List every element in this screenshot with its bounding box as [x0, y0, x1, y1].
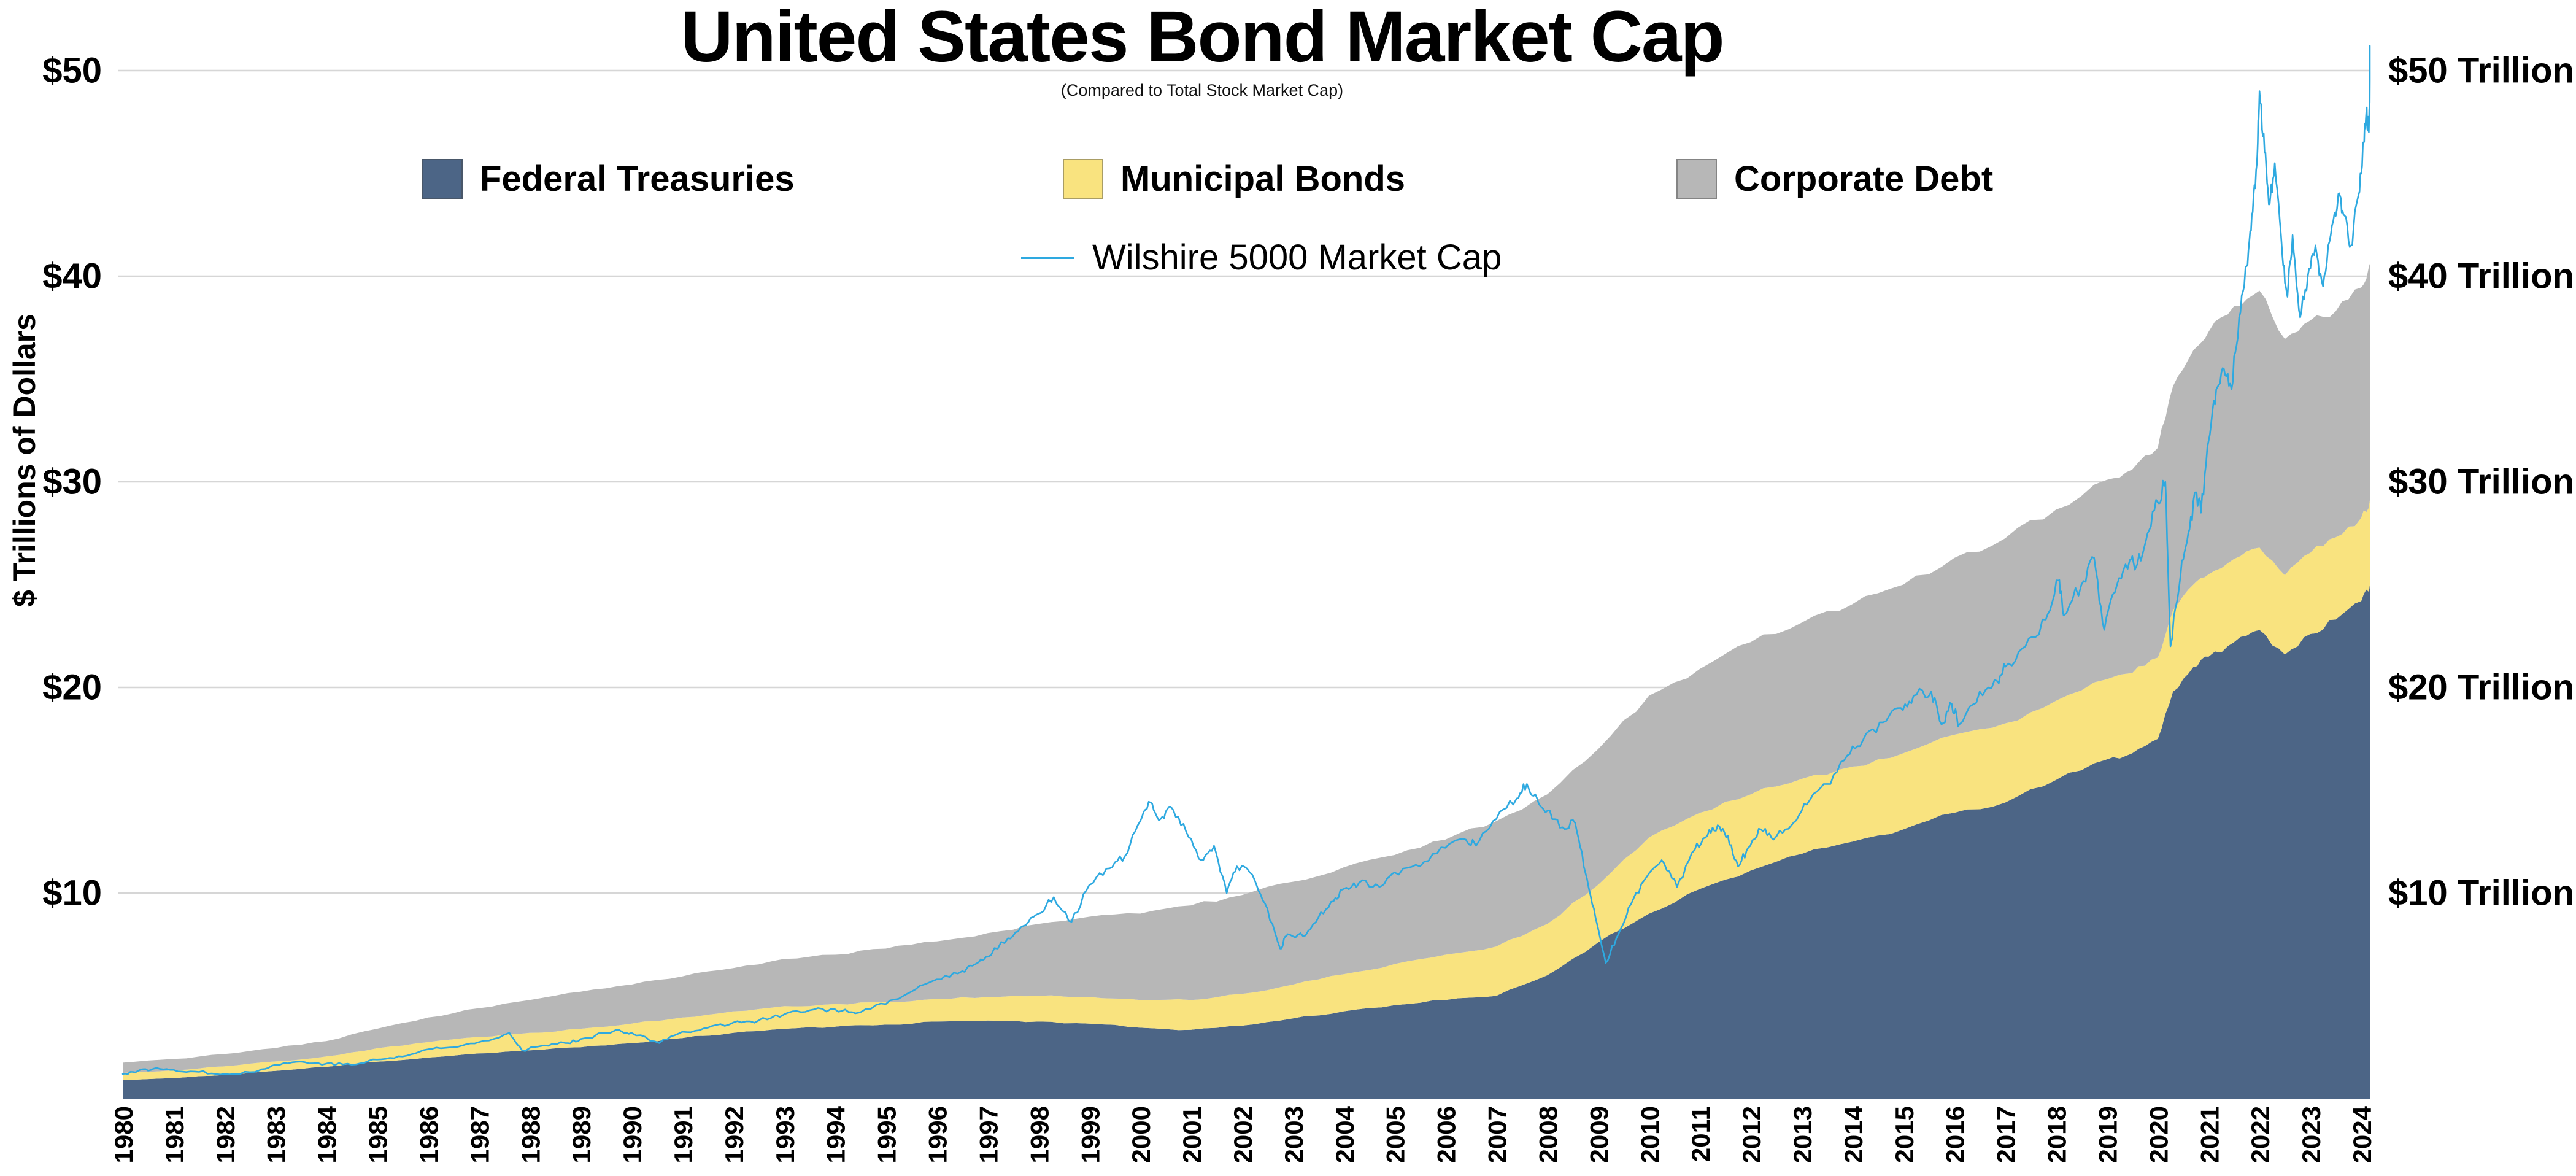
x-tick-year: 1980 — [109, 1106, 138, 1163]
legend-label-federal-treasuries: Federal Treasuries — [480, 159, 795, 199]
x-tick-year: 2002 — [1228, 1106, 1257, 1163]
x-tick-year: 2007 — [1483, 1106, 1512, 1163]
x-tick-year: 2006 — [1432, 1106, 1461, 1163]
x-tick-year: 2013 — [1788, 1106, 1817, 1163]
x-tick-year: 1992 — [720, 1106, 749, 1163]
y-tick-labels: $10 $10 Trillion $20 $20 Trillion $30 $30 Tri… — [42, 51, 2574, 913]
y-tick-left: $40 — [42, 257, 102, 296]
x-tick-year: 2020 — [2144, 1106, 2173, 1163]
y-tick-right: $50 Trillion — [2388, 51, 2574, 91]
x-tick-year: 1981 — [160, 1106, 189, 1163]
x-tick-year: 2001 — [1178, 1106, 1206, 1163]
legend-item-wilshire-5000: Wilshire 5000 Market Cap — [1021, 237, 1502, 278]
x-tick-year: 1993 — [771, 1106, 800, 1163]
y-tick-right: $30 Trillion — [2388, 462, 2574, 502]
legend-item-municipal-bonds: Municipal Bonds — [1063, 158, 1405, 199]
y-axis-label: $ Trillions of Dollars — [7, 314, 42, 607]
x-tick-year: 2024 — [2348, 1105, 2377, 1163]
x-tick-year: 1982 — [211, 1106, 240, 1163]
y-tick-right: $40 Trillion — [2388, 257, 2574, 296]
x-tick-year: 1999 — [1076, 1106, 1105, 1163]
legend-item-federal-treasuries: Federal Treasuries — [422, 158, 795, 199]
y-tick-left: $20 — [42, 668, 102, 708]
x-tick-year: 1983 — [262, 1106, 291, 1163]
x-tick-year: 1986 — [414, 1106, 443, 1163]
x-tick-year: 1991 — [669, 1106, 698, 1163]
wilshire-line-swatch-icon — [1021, 256, 1074, 259]
legend-label-municipal-bonds: Municipal Bonds — [1120, 159, 1405, 199]
legend-label-wilshire-5000: Wilshire 5000 Market Cap — [1092, 238, 1502, 277]
area-federal-treasuries — [123, 584, 2370, 1099]
x-tick-year: 2019 — [2093, 1106, 2122, 1163]
x-tick-year: 1990 — [618, 1106, 647, 1163]
x-tick-year: 2009 — [1584, 1106, 1613, 1163]
y-tick-right: $10 Trillion — [2388, 873, 2574, 913]
x-tick-year: 2023 — [2297, 1106, 2326, 1163]
x-tick-year: 1995 — [873, 1106, 901, 1163]
y-tick-right: $20 Trillion — [2388, 668, 2574, 708]
legend-label-corporate-debt: Corporate Debt — [1734, 159, 1994, 199]
x-tick-year: 2012 — [1737, 1106, 1766, 1163]
x-tick-year: 1984 — [313, 1105, 342, 1163]
x-tick-year: 2005 — [1381, 1106, 1410, 1163]
x-tick-year: 2017 — [1992, 1106, 2021, 1163]
y-tick-left: $10 — [42, 873, 102, 913]
legend-item-corporate-debt: Corporate Debt — [1676, 158, 1993, 199]
x-tick-year: 2016 — [1941, 1106, 1970, 1163]
wilshire-5000-line — [121, 45, 2371, 1076]
x-tick-year: 2008 — [1533, 1106, 1562, 1163]
x-tick-year: 2010 — [1635, 1106, 1664, 1163]
x-tick-year: 2003 — [1279, 1106, 1308, 1163]
area-corporate-debt — [123, 263, 2370, 1073]
x-tick-year: 2015 — [1890, 1106, 1919, 1163]
x-tick-year: 2014 — [1839, 1105, 1868, 1163]
x-tick-year: 1987 — [465, 1106, 494, 1163]
x-tick-labels: 1980 1981 1982 1983 1984 1985 1986 1987 1988 1989… — [109, 1105, 2377, 1163]
corporate-debt-swatch-icon — [1676, 158, 1717, 199]
x-tick-year: 1994 — [822, 1105, 850, 1163]
x-tick-year: 1997 — [974, 1106, 1003, 1163]
municipal-bonds-swatch-icon — [1063, 158, 1103, 199]
chart-title: United States Bond Market Cap — [681, 0, 1724, 77]
x-tick-year: 2022 — [2246, 1106, 2275, 1163]
x-tick-year: 2000 — [1127, 1106, 1155, 1163]
x-tick-year: 2004 — [1330, 1105, 1359, 1163]
x-tick-year: 1998 — [1025, 1106, 1054, 1163]
federal-treasuries-swatch-icon — [422, 158, 463, 199]
x-tick-year: 1996 — [924, 1106, 952, 1163]
x-tick-year: 1989 — [567, 1106, 596, 1163]
x-tick-year: 1985 — [364, 1106, 393, 1163]
x-tick-year: 2021 — [2195, 1106, 2224, 1163]
y-tick-left: $50 — [42, 51, 102, 91]
y-tick-left: $30 — [42, 462, 102, 502]
x-tick-year: 1988 — [516, 1106, 545, 1163]
x-tick-year: 2018 — [2043, 1106, 2072, 1163]
x-tick-year: 2011 — [1686, 1106, 1715, 1162]
chart-subtitle: (Compared to Total Stock Market Cap) — [1060, 81, 1344, 99]
area-municipal-bonds — [123, 500, 2370, 1080]
